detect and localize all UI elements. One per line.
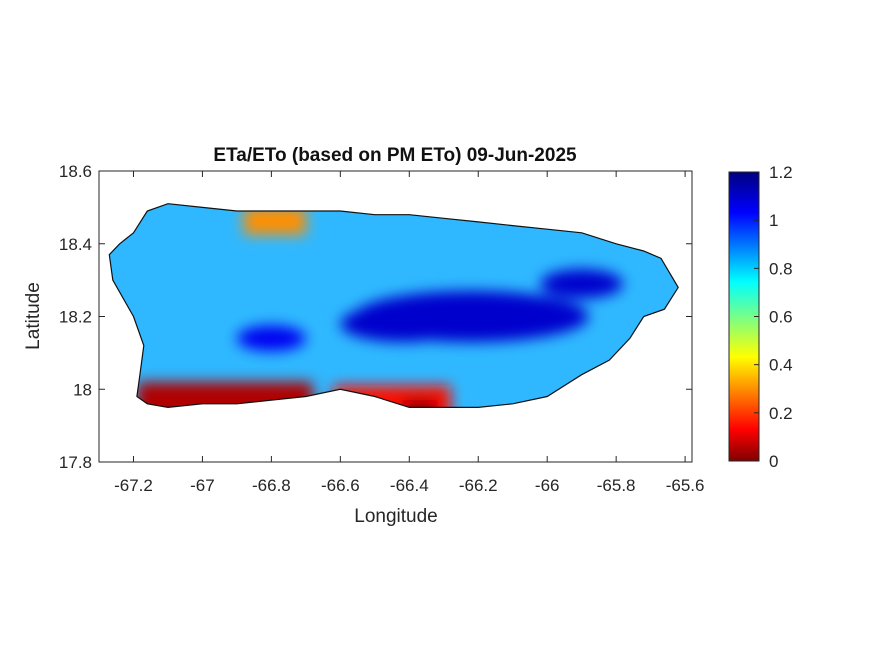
eta-eto-map — [108, 203, 679, 409]
colorbar-tick-label: 0.8 — [769, 259, 793, 278]
value-zone-2 — [236, 325, 306, 352]
x-axis-label: Longitude — [354, 506, 437, 527]
y-tick-label: 18.4 — [59, 235, 92, 254]
x-tick-label: -66.4 — [390, 476, 429, 495]
colorbar-tick-label: 1 — [769, 211, 778, 230]
x-tick-label: -66.2 — [459, 476, 498, 495]
value-zone-3 — [340, 305, 465, 342]
colorbar: 0 0.2 0.4 0.6 0.8 1 1.2 — [728, 163, 793, 471]
colorbar-tick-label: 0.4 — [769, 356, 793, 375]
x-tick-label: -67 — [190, 476, 215, 495]
chart-title: ETa/ETo (based on PM ETo) 09-Jun-2025 — [213, 145, 577, 166]
colorbar-ticks: 0 0.2 0.4 0.6 0.8 1 1.2 — [754, 163, 793, 471]
value-zone-6 — [402, 400, 437, 408]
colorbar-tick-label: 0.6 — [769, 308, 793, 327]
value-zone-1 — [540, 269, 624, 299]
x-tick-label: -66 — [535, 476, 560, 495]
y-axis-label: Latitude — [23, 282, 44, 350]
value-zone-7 — [243, 207, 306, 235]
island-outline — [108, 203, 679, 409]
x-tick-label: -66.6 — [321, 476, 360, 495]
colorbar-tick-label: 0.2 — [769, 404, 793, 423]
y-tick-label: 18.6 — [59, 162, 92, 181]
y-tick-label: 17.8 — [59, 453, 92, 472]
x-tick-label: -66.8 — [252, 476, 291, 495]
colorbar-tick-label: 1.2 — [769, 163, 793, 182]
x-tick-label: -67.2 — [114, 476, 153, 495]
y-tick-label: 18 — [73, 380, 92, 399]
y-axis: 17.8 18 18.2 18.4 18.6 — [59, 162, 692, 472]
x-tick-label: -65.6 — [666, 476, 705, 495]
y-tick-label: 18.2 — [59, 308, 92, 327]
x-tick-label: -65.8 — [597, 476, 636, 495]
x-axis: -67.2 -67 -66.8 -66.6 -66.4 -66.2 -66 -65.8 -65.… — [114, 171, 704, 495]
colorbar-tick-label: 0 — [769, 452, 778, 471]
